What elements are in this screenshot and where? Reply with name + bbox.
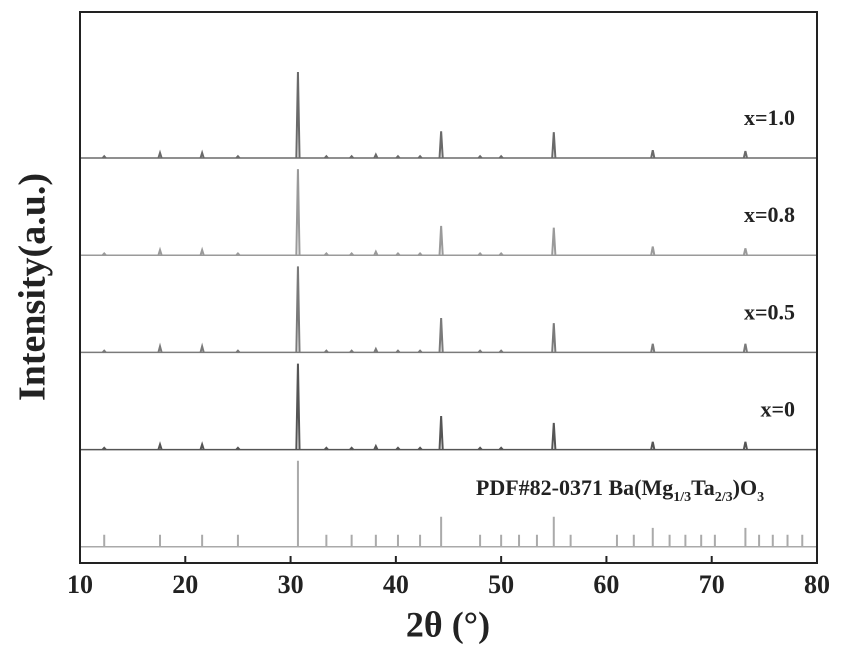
x-tick-label: 40 [383, 570, 409, 599]
series-label: PDF#82-0371 Ba(Mg1/3Ta2/3)O3 [476, 475, 764, 505]
peak [295, 169, 301, 256]
plot-frame [79, 11, 818, 564]
peak [349, 349, 354, 354]
peak [477, 446, 483, 451]
peak [295, 71, 301, 159]
x-tick-label: 50 [488, 570, 514, 599]
peak [235, 446, 241, 451]
x-tick-label: 30 [278, 570, 304, 599]
label-part: )O [733, 475, 757, 500]
peak [551, 323, 557, 353]
peak [199, 342, 205, 353]
peak [650, 343, 656, 353]
peak [101, 154, 107, 159]
label-part: PDF#82-0371 Ba(Mg [476, 475, 673, 500]
x-tick-label: 60 [593, 570, 619, 599]
peak [417, 349, 423, 354]
peak [395, 252, 401, 256]
peak [498, 252, 504, 256]
peak [101, 446, 107, 451]
peak [235, 349, 241, 354]
peak [199, 149, 205, 159]
series-label: x=0.8 [744, 202, 795, 227]
peak [349, 446, 354, 451]
series-label: x=1.0 [744, 105, 795, 130]
peak [235, 154, 241, 159]
peak [742, 343, 748, 353]
peak [742, 248, 748, 256]
peak [373, 249, 379, 256]
y-axis-label: Intensity(a.u.) [12, 173, 54, 401]
peak [395, 154, 401, 159]
peak [101, 349, 107, 354]
peak [324, 349, 329, 354]
peak [650, 150, 656, 159]
label-part: 2/3 [715, 490, 733, 505]
x-tick-label: 80 [804, 570, 830, 599]
x-axis-label: 2θ (°) [406, 604, 490, 644]
peak [395, 446, 401, 451]
peak [199, 246, 205, 256]
peak [498, 446, 504, 451]
series-label: x=0 [760, 397, 795, 422]
peak [438, 131, 444, 159]
x-tick-label: 70 [699, 570, 725, 599]
peak [324, 446, 329, 451]
peak [157, 149, 163, 159]
peak [417, 154, 423, 159]
peak [551, 422, 557, 450]
peak [373, 346, 379, 353]
peak [349, 154, 354, 159]
series-label: x=0.5 [744, 299, 795, 324]
peak [498, 154, 504, 159]
peak [477, 252, 483, 256]
label-part: Ta [691, 475, 715, 500]
peak [295, 266, 301, 353]
peak [650, 246, 656, 256]
peak [742, 441, 748, 450]
label-part: 1/3 [673, 490, 691, 505]
peak [157, 246, 163, 256]
peak [373, 152, 379, 159]
peak [295, 363, 301, 450]
peak [417, 252, 423, 256]
peak [101, 252, 107, 256]
peak [438, 416, 444, 450]
x-tick-label: 20 [172, 570, 198, 599]
peak [498, 349, 504, 354]
peak [324, 154, 329, 159]
peak [199, 441, 205, 450]
peak [349, 252, 354, 256]
peak [551, 227, 557, 256]
peak [417, 446, 423, 451]
peak [157, 441, 163, 450]
peak [235, 252, 241, 256]
x-tick-label: 10 [67, 570, 93, 599]
peak [324, 252, 329, 256]
peak [477, 154, 483, 159]
peak [742, 150, 748, 159]
peak [157, 342, 163, 353]
peak [438, 225, 444, 256]
peak [373, 443, 379, 451]
peak [438, 317, 444, 353]
peak [477, 349, 483, 354]
peak [395, 349, 401, 354]
label-part: 3 [757, 490, 764, 505]
peak [551, 132, 557, 159]
peak [650, 441, 656, 450]
